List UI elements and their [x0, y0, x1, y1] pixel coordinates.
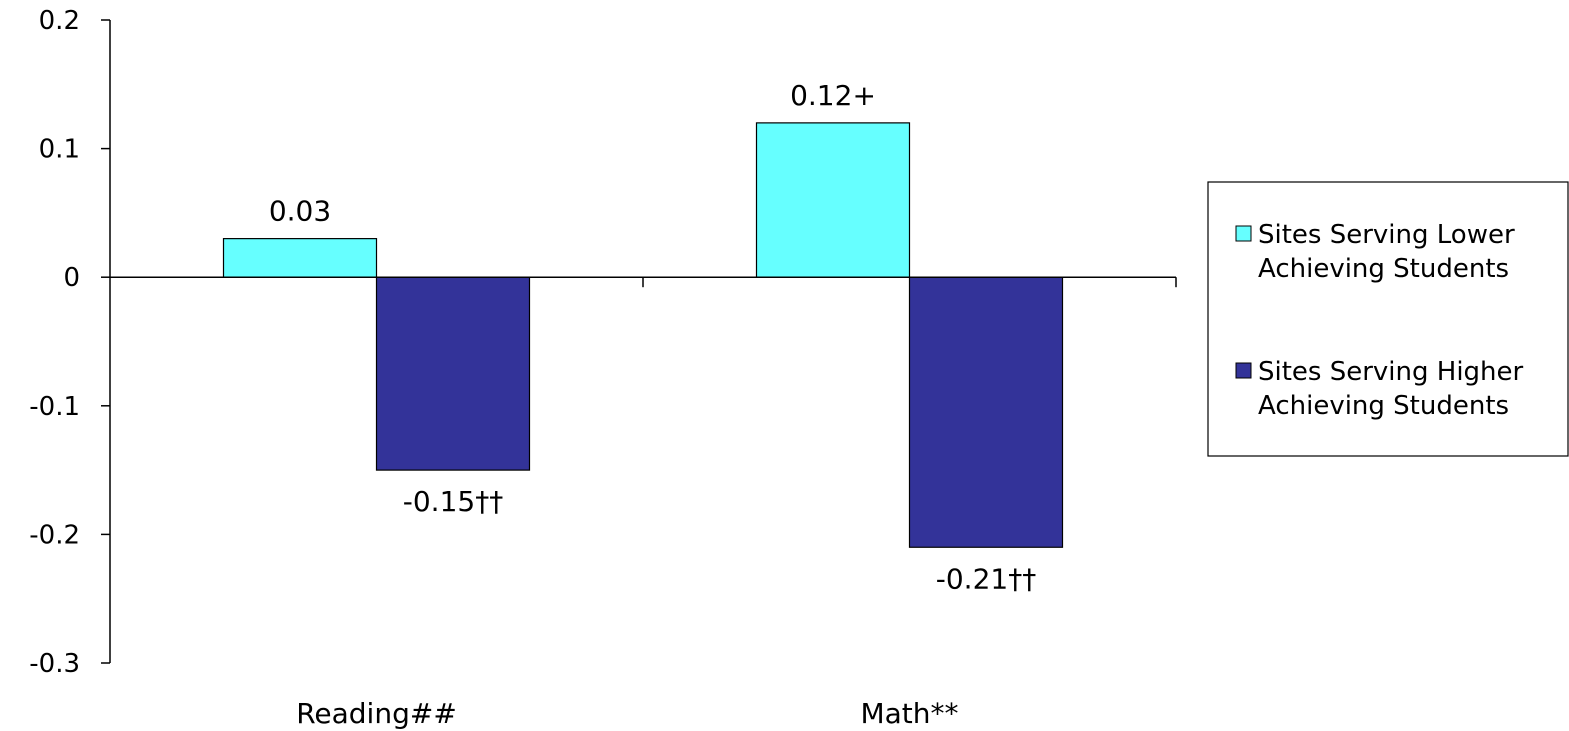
legend-label: Achieving Students: [1258, 391, 1509, 421]
x-category-label: Reading##: [296, 697, 457, 730]
y-tick-label: 0.2: [39, 6, 80, 36]
legend-label: Sites Serving Lower: [1258, 220, 1515, 250]
bar: [375, 276, 531, 471]
y-tick-label: -0.3: [29, 649, 80, 679]
data-label: -0.21††: [936, 562, 1036, 595]
plot-area: 0.2 0.1 0 -0.1 -0.2 -0.3 0.03 -0.15†† Reading## 0…: [29, 6, 1177, 730]
y-tick-label: -0.2: [29, 520, 80, 550]
y-tick-label: 0: [63, 263, 80, 293]
data-label: 0.03: [269, 195, 331, 228]
legend-label: Achieving Students: [1258, 254, 1509, 284]
y-tick-label: -0.1: [29, 392, 80, 422]
y-tick-label: 0.1: [39, 135, 80, 165]
legend: Sites Serving Lower Achieving Students Sit…: [1207, 181, 1569, 457]
legend-label: Sites Serving Higher: [1258, 357, 1524, 387]
x-category-label: Math**: [860, 697, 958, 730]
legend-swatch: [1235, 225, 1252, 242]
data-label: -0.15††: [403, 485, 503, 518]
bar: [908, 276, 1064, 548]
legend-swatch: [1235, 362, 1252, 379]
bar: [222, 238, 378, 278]
legend-box: [1207, 181, 1569, 457]
data-label: 0.12+: [790, 79, 876, 112]
bar: [755, 122, 911, 278]
